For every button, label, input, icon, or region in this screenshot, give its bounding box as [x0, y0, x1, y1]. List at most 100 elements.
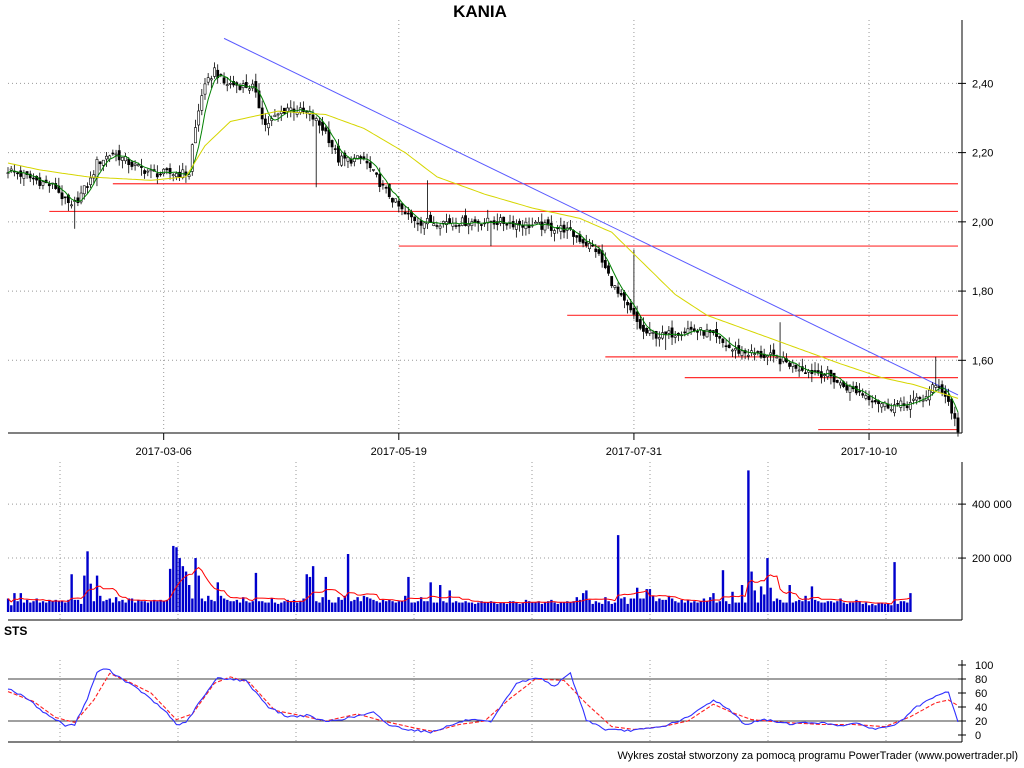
- volume-bar: [731, 591, 734, 612]
- volume-bar: [99, 595, 102, 612]
- volume-bar: [667, 595, 671, 612]
- moving-average-long: [7, 110, 959, 399]
- volume-bar: [906, 602, 909, 612]
- volume-bar: [836, 601, 839, 612]
- volume-bar: [156, 601, 159, 612]
- volume-bar: [477, 602, 480, 612]
- volume-bar: [404, 595, 407, 612]
- candle-body: [330, 140, 334, 148]
- candle-body: [845, 384, 849, 391]
- candle-body: [670, 327, 674, 338]
- volume-bar: [693, 601, 696, 612]
- volume-bar: [73, 599, 77, 612]
- volume-bar: [801, 601, 804, 612]
- volume-bar: [321, 597, 324, 612]
- candle-body: [174, 173, 178, 178]
- volume-bar: [629, 598, 633, 612]
- candle-body: [889, 408, 893, 411]
- volume-bar: [896, 603, 899, 612]
- candle-body: [155, 173, 159, 178]
- candle-body: [38, 177, 42, 186]
- volume-bar: [32, 601, 35, 612]
- candle-body: [864, 395, 868, 399]
- candle-body: [136, 164, 140, 167]
- candle-body: [702, 330, 706, 336]
- volume-bar: [871, 603, 874, 612]
- candle-body: [244, 82, 248, 88]
- candle-body: [146, 170, 150, 173]
- volume-tick-label: 200 000: [972, 553, 1012, 565]
- candle-body: [651, 332, 655, 334]
- candle-body: [546, 219, 550, 226]
- volume-bar: [553, 602, 556, 612]
- volume-bar: [25, 599, 29, 612]
- candle-body: [657, 337, 661, 340]
- volume-bar: [305, 574, 308, 612]
- volume-bar: [680, 599, 683, 612]
- volume-bar: [772, 601, 776, 612]
- volume-bar: [133, 602, 137, 612]
- volume-bar: [165, 599, 169, 612]
- volume-bar: [527, 601, 531, 612]
- candle-body: [499, 217, 502, 224]
- time-tick-label: 2017-10-10: [841, 446, 897, 458]
- volume-bar: [540, 603, 544, 612]
- volume-bar: [515, 602, 518, 612]
- volume-bar: [384, 601, 388, 612]
- candle-body: [797, 369, 801, 372]
- volume-bar: [372, 599, 375, 612]
- volume-bar: [267, 602, 270, 612]
- candle-body: [896, 403, 900, 405]
- volume-bar: [353, 599, 356, 612]
- candle-body: [899, 400, 903, 408]
- volume-bar: [442, 601, 445, 612]
- volume-bar: [613, 602, 617, 612]
- volume-bar: [534, 602, 537, 612]
- volume-bar: [521, 602, 525, 612]
- candle-body: [629, 302, 633, 311]
- candle-body: [645, 327, 649, 334]
- volume-bar: [683, 602, 687, 612]
- candle-body: [543, 222, 547, 231]
- volume-bar: [842, 602, 845, 612]
- volume-bar: [64, 602, 67, 612]
- volume-bar: [257, 601, 261, 612]
- volume-bar: [416, 601, 420, 612]
- candle-body: [861, 393, 865, 396]
- candle-body: [171, 174, 175, 176]
- candle-body: [101, 159, 105, 166]
- volume-bar: [92, 601, 96, 612]
- candle-body: [775, 356, 779, 359]
- volume-bar: [848, 602, 852, 612]
- volume-bar: [610, 603, 613, 612]
- volume-bar: [559, 602, 563, 612]
- volume-bar: [658, 598, 661, 612]
- volume-bar: [623, 597, 626, 612]
- volume-bar: [744, 602, 747, 612]
- candle-body: [823, 374, 826, 377]
- candle-body: [832, 372, 836, 383]
- volume-bar: [289, 601, 293, 612]
- volume-bar: [184, 571, 188, 612]
- volume-bar: [890, 605, 893, 612]
- volume-bar: [86, 551, 89, 612]
- volume-bar: [419, 597, 423, 612]
- candle-body: [203, 83, 207, 95]
- candle-body: [57, 185, 61, 193]
- volume-bar: [29, 602, 32, 612]
- candle-body: [92, 174, 96, 179]
- volume-bar: [197, 575, 200, 612]
- volume-bar: [19, 593, 23, 612]
- volume-bar: [426, 601, 429, 612]
- volume-bar: [188, 585, 191, 612]
- candle-body: [839, 382, 842, 386]
- candle-body: [279, 111, 283, 114]
- volume-bar: [721, 570, 725, 612]
- candle-body: [422, 222, 426, 229]
- candle-body: [133, 163, 137, 166]
- volume-bar: [645, 589, 648, 612]
- volume-bar: [562, 602, 566, 612]
- volume-bar: [788, 585, 791, 612]
- volume-bar: [299, 601, 302, 612]
- volume-bar: [330, 602, 334, 612]
